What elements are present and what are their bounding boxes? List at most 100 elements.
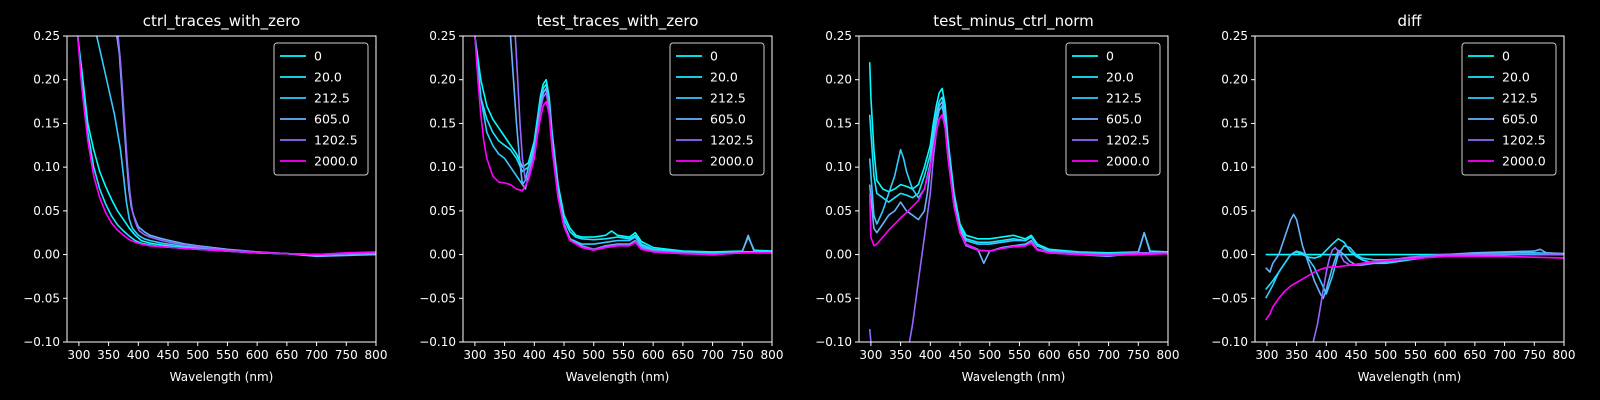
y-tick-label: 0.25 — [429, 29, 456, 43]
plot-area — [1264, 213, 1564, 342]
y-tick-label: 0.20 — [1221, 73, 1248, 87]
x-tick-label: 350 — [889, 348, 912, 362]
chart-title: diff — [1397, 12, 1422, 30]
x-tick-label: 300 — [463, 348, 486, 362]
legend-entry: 0 — [314, 49, 322, 64]
y-tick-label: 0.10 — [1221, 160, 1248, 174]
x-tick-label: 550 — [612, 348, 635, 362]
legend-entry: 212.5 — [1106, 91, 1142, 106]
chart-title: test_traces_with_zero — [537, 12, 699, 31]
chart-title: test_minus_ctrl_norm — [933, 12, 1094, 31]
y-tick-label: 0.10 — [429, 160, 456, 174]
legend-entry: 212.5 — [1502, 91, 1538, 106]
x-tick-label: 800 — [1157, 348, 1180, 362]
x-tick-label: 450 — [949, 348, 972, 362]
legend-entry: 605.0 — [1502, 112, 1538, 127]
legend-box — [669, 42, 765, 176]
y-tick-label: −0.05 — [815, 291, 852, 305]
x-tick-label: 450 — [553, 348, 576, 362]
x-tick-label: 700 — [1493, 348, 1516, 362]
chart-title: ctrl_traces_with_zero — [143, 12, 300, 31]
legend-box — [1065, 42, 1161, 176]
y-tick-label: −0.10 — [1211, 335, 1248, 349]
y-tick-label: −0.10 — [23, 335, 60, 349]
x-tick-label: 800 — [1553, 348, 1576, 362]
x-tick-label: 300 — [859, 348, 882, 362]
x-tick-label: 400 — [919, 348, 942, 362]
x-tick-label: 350 — [97, 348, 120, 362]
legend-entry: 1202.5 — [314, 133, 358, 148]
legend: 0 20.0 212.5 605.0 1202.5 2000.0 — [273, 42, 369, 176]
y-tick-label: −0.05 — [23, 291, 60, 305]
legend: 0 20.0 212.5 605.0 1202.5 2000.0 — [1065, 42, 1161, 176]
y-tick-label: 0.00 — [33, 248, 60, 262]
y-tick-label: 0.20 — [825, 73, 852, 87]
y-tick-label: 0.00 — [825, 248, 852, 262]
plot-area — [76, 36, 376, 258]
x-tick-label: 650 — [1067, 348, 1090, 362]
x-tick-label: 650 — [1463, 348, 1486, 362]
x-tick-label: 450 — [1345, 348, 1368, 362]
legend-entry: 20.0 — [314, 70, 342, 85]
y-tick-label: 0.15 — [429, 116, 456, 130]
x-axis-label: Wavelength (nm) — [1358, 370, 1462, 384]
y-tick-label: 0.15 — [825, 116, 852, 130]
x-tick-label: 550 — [216, 348, 239, 362]
series-line-6 — [474, 36, 772, 256]
series-line-6 — [868, 113, 1168, 257]
axes-frame — [858, 35, 1169, 343]
y-tick-label: −0.05 — [419, 291, 456, 305]
legend-entry: 2000.0 — [314, 154, 358, 169]
x-tick-label: 450 — [157, 348, 180, 362]
x-tick-label: 750 — [731, 348, 754, 362]
chart-panel-2: 300 350 400 450 500 550 600 650 700 750 800 −0.10 −0… — [419, 12, 783, 384]
x-tick-label: 700 — [1097, 348, 1120, 362]
x-tick-label: 800 — [365, 348, 388, 362]
legend-entry: 20.0 — [710, 70, 738, 85]
x-tick-label: 650 — [275, 348, 298, 362]
legend-box — [1461, 42, 1557, 176]
y-tick-label: 0.25 — [1221, 29, 1248, 43]
legend-entry: 1202.5 — [1502, 133, 1546, 148]
y-tick-label: −0.05 — [1211, 291, 1248, 305]
y-tick-label: 0.05 — [1221, 204, 1248, 218]
x-tick-label: 300 — [1255, 348, 1278, 362]
legend-entry: 1202.5 — [710, 133, 754, 148]
y-tick-label: 0.05 — [429, 204, 456, 218]
x-tick-label: 350 — [1285, 348, 1308, 362]
x-tick-label: 700 — [701, 348, 724, 362]
legend-entry: 2000.0 — [1502, 154, 1546, 169]
y-tick-label: 0.15 — [33, 116, 60, 130]
series-line-5 — [1312, 246, 1564, 342]
x-tick-label: 400 — [1315, 348, 1338, 362]
y-tick-label: 0.05 — [33, 204, 60, 218]
x-tick-label: 600 — [1038, 348, 1061, 362]
x-axis-label: Wavelength (nm) — [170, 370, 274, 384]
axes-frame — [1254, 35, 1565, 343]
y-tick-label: 0.25 — [825, 29, 852, 43]
chart-panel-3: 300 350 400 450 500 550 600 650 700 750 800 −0.10 −0… — [815, 12, 1179, 384]
legend-entry: 212.5 — [710, 91, 746, 106]
legend-entry: 0 — [1106, 49, 1114, 64]
y-tick-label: 0.00 — [429, 248, 456, 262]
x-tick-label: 400 — [127, 348, 150, 362]
x-tick-label: 300 — [67, 348, 90, 362]
legend-entry: 1202.5 — [1106, 133, 1150, 148]
legend-entry: 605.0 — [314, 112, 350, 127]
legend-entry: 2000.0 — [710, 154, 754, 169]
series-line-6 — [1265, 255, 1564, 321]
y-tick-label: −0.10 — [419, 335, 456, 349]
legend-box — [273, 42, 369, 176]
y-tick-label: 0.05 — [825, 204, 852, 218]
legend-entry: 2000.0 — [1106, 154, 1150, 169]
x-tick-label: 800 — [761, 348, 784, 362]
series-line-1 — [474, 36, 772, 253]
y-tick-label: 0.25 — [33, 29, 60, 43]
legend: 0 20.0 212.5 605.0 1202.5 2000.0 — [669, 42, 765, 176]
y-tick-label: 0.10 — [825, 160, 852, 174]
series-line-4 — [1265, 213, 1564, 300]
legend-entry: 605.0 — [1106, 112, 1142, 127]
x-tick-label: 750 — [1127, 348, 1150, 362]
x-tick-label: 750 — [1523, 348, 1546, 362]
